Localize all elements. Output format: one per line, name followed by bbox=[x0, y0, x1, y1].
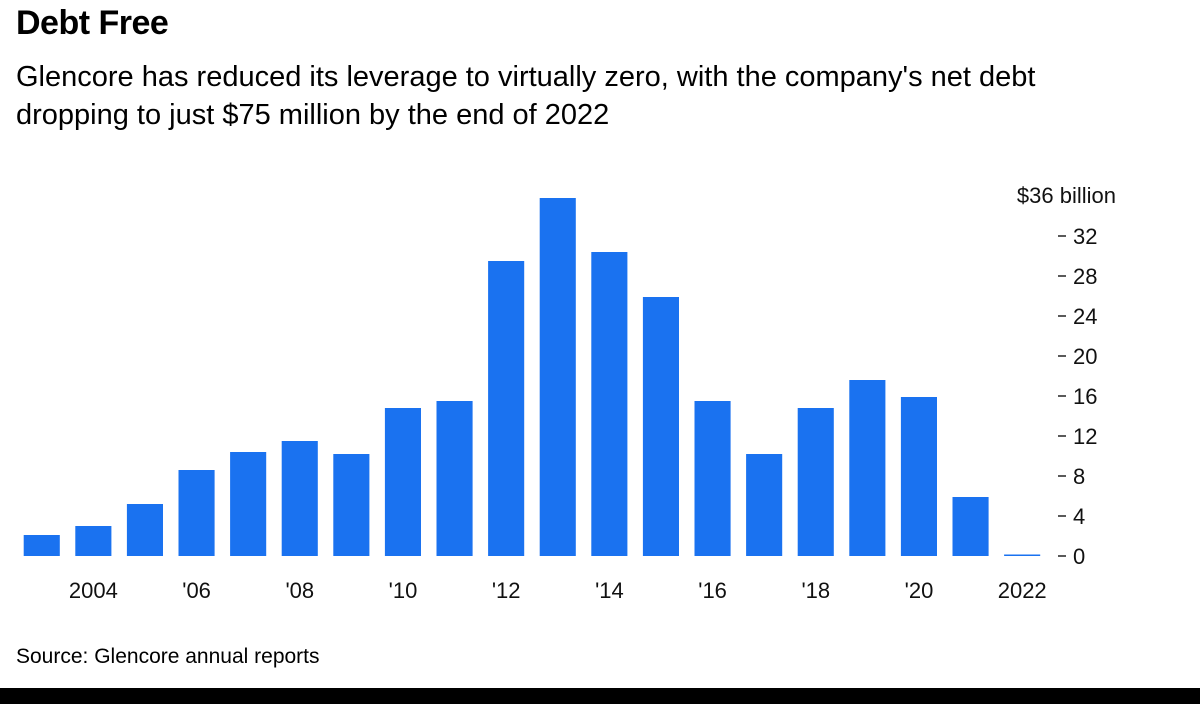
bar-2016 bbox=[694, 401, 731, 556]
x-tick-label: '10 bbox=[389, 578, 418, 603]
bar-2021 bbox=[952, 497, 989, 556]
bar-2007 bbox=[230, 452, 267, 556]
y-tick-label: 16 bbox=[1073, 384, 1097, 409]
bar-2012 bbox=[488, 261, 525, 556]
bar-2013 bbox=[539, 198, 576, 556]
y-tick-label: 4 bbox=[1073, 504, 1085, 529]
x-tick-label: '06 bbox=[182, 578, 211, 603]
bar-group bbox=[23, 198, 1041, 556]
bar-2014 bbox=[591, 252, 628, 556]
bar-2015 bbox=[642, 297, 679, 556]
chart-title: Debt Free bbox=[16, 4, 169, 42]
bar-2009 bbox=[333, 454, 370, 556]
bar-2003 bbox=[23, 535, 60, 556]
bar-2017 bbox=[746, 454, 783, 556]
x-tick-label: 2022 bbox=[998, 578, 1047, 603]
bar-2018 bbox=[797, 408, 834, 556]
x-tick-label: '12 bbox=[492, 578, 521, 603]
x-tick-label: '20 bbox=[905, 578, 934, 603]
x-tick-label: 2004 bbox=[69, 578, 118, 603]
x-tick-label: '16 bbox=[698, 578, 727, 603]
bar-2008 bbox=[281, 441, 318, 556]
source-note: Source: Glencore annual reports bbox=[16, 645, 320, 668]
bar-2011 bbox=[436, 401, 473, 556]
y-tick-label: 20 bbox=[1073, 344, 1097, 369]
y-tick-label: 0 bbox=[1073, 544, 1085, 569]
debt-bar-chart: 0 4 8 12 16 20 24 28 32 2004 '06 '08 '10 '12 '14 '16 '1… bbox=[23, 183, 1116, 603]
bar-2005 bbox=[126, 504, 163, 556]
bar-2019 bbox=[849, 380, 886, 556]
bar-2004 bbox=[75, 526, 112, 556]
x-axis: 2004 '06 '08 '10 '12 '14 '16 '18 '20 2022 bbox=[69, 578, 1047, 603]
bar-2022 bbox=[1004, 554, 1041, 556]
y-tick-label: 32 bbox=[1073, 224, 1097, 249]
y-tick-label: 24 bbox=[1073, 304, 1097, 329]
bar-2020 bbox=[900, 397, 937, 556]
y-tick-label: 8 bbox=[1073, 464, 1085, 489]
bar-2010 bbox=[384, 408, 421, 556]
y-axis: 0 4 8 12 16 20 24 28 32 bbox=[1058, 224, 1097, 569]
y-tick-label: 12 bbox=[1073, 424, 1097, 449]
x-tick-label: '18 bbox=[801, 578, 830, 603]
y-tick-label: 28 bbox=[1073, 264, 1097, 289]
bar-2006 bbox=[178, 470, 215, 556]
y-unit-label: $36 billion bbox=[1017, 183, 1116, 208]
bottom-band bbox=[0, 688, 1200, 704]
x-tick-label: '08 bbox=[285, 578, 314, 603]
x-tick-label: '14 bbox=[595, 578, 624, 603]
chart-subtitle: Glencore has reduced its leverage to vir… bbox=[16, 61, 1036, 131]
